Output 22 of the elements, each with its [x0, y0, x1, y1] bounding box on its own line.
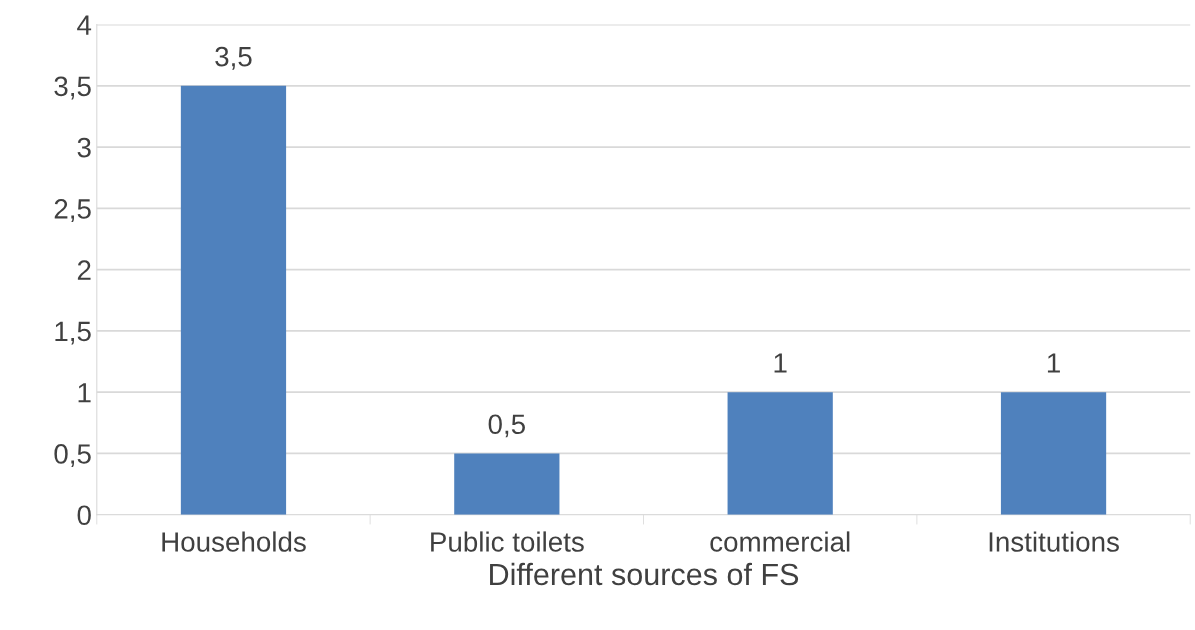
y-tick-label: 3,5: [54, 76, 91, 100]
y-tick-label: 3: [77, 137, 91, 158]
data-label: 3,5: [215, 46, 252, 70]
y-tick-label: 2,5: [54, 199, 91, 222]
bar: [180, 85, 287, 515]
x-tick-label: Public toilets: [431, 531, 584, 552]
y-tick-label: 1,5: [55, 321, 91, 345]
y-tick-label: 2: [77, 260, 91, 280]
x-tick-label: Institutions: [989, 531, 1119, 552]
y-tick-label: 0,5: [54, 444, 91, 468]
data-label: 1: [1047, 353, 1060, 373]
bar: [1000, 392, 1107, 515]
x-axis-title: Different sources of FS: [490, 562, 799, 586]
y-tick-label: 1: [78, 383, 91, 403]
bar: [727, 392, 833, 515]
y-tick-label: 4: [77, 15, 92, 35]
y-tick-label: 0: [77, 505, 91, 526]
x-tick-label: commercial: [710, 531, 850, 552]
data-label: 0,5: [488, 414, 525, 438]
bar: [454, 453, 560, 515]
x-tick-label: Households: [162, 531, 306, 552]
data-label: 1: [774, 353, 787, 373]
